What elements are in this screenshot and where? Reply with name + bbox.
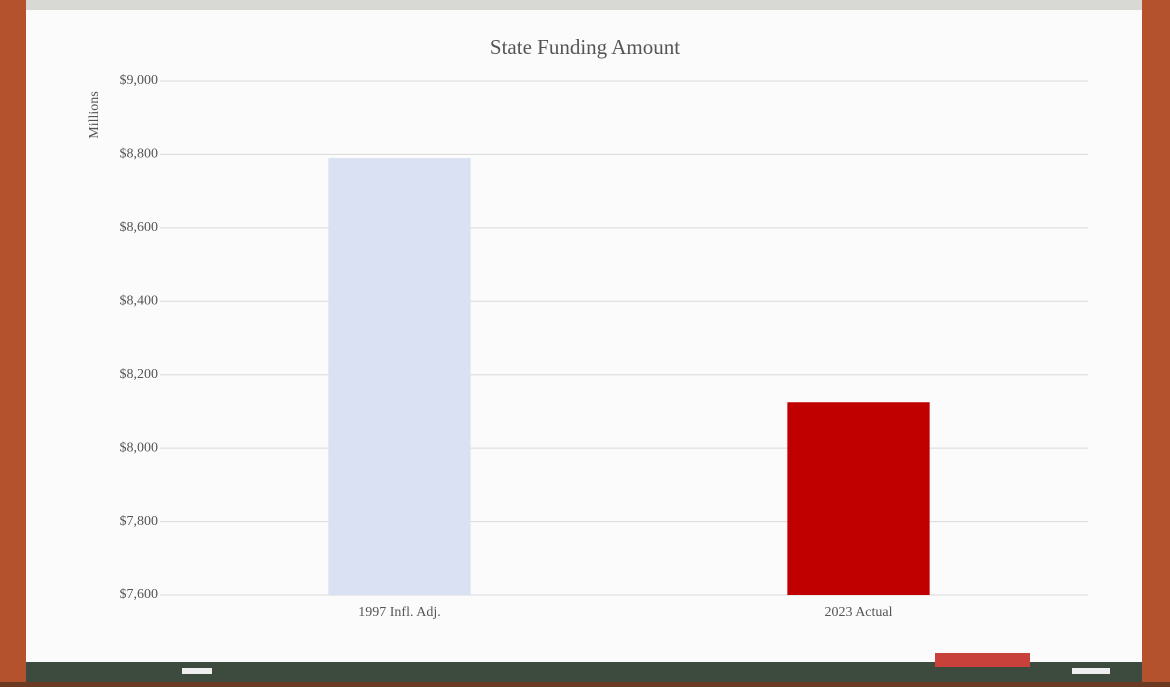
chalk	[182, 668, 212, 674]
y-tick-label: $8,200	[120, 367, 159, 382]
y-tick-label: $8,600	[120, 220, 159, 235]
y-tick-label: $9,000	[120, 73, 159, 88]
chalk-tray	[26, 662, 1142, 682]
y-tick-label: $8,400	[120, 294, 159, 309]
bar	[787, 402, 930, 595]
y-tick-label: $7,600	[120, 587, 159, 602]
y-tick-label: $8,000	[120, 440, 159, 455]
x-tick-label: 2023 Actual	[824, 605, 892, 620]
board	[26, 0, 1142, 664]
y-tick-label: $8,800	[120, 147, 159, 162]
y-axis-label: Millions	[87, 91, 102, 138]
eraser	[935, 653, 1030, 667]
bar	[328, 158, 471, 595]
x-tick-label: 1997 Infl. Adj.	[358, 605, 440, 620]
board-top-edge	[26, 0, 1142, 10]
y-tick-label: $7,800	[120, 514, 159, 529]
chalk	[1072, 668, 1110, 674]
chart-title: State Funding Amount	[490, 35, 680, 59]
